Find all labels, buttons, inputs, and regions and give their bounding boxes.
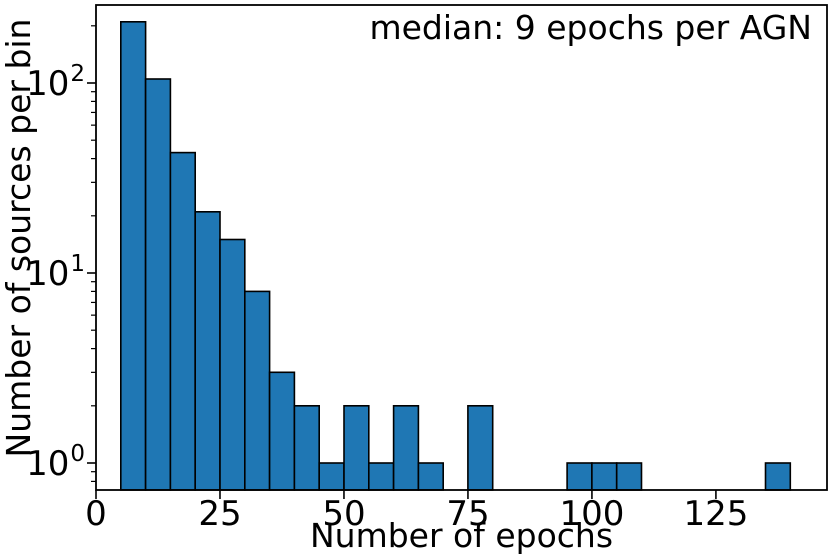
histogram-bar xyxy=(467,404,494,491)
x-tick-label: 125 xyxy=(683,494,748,534)
x-tick-label: 75 xyxy=(446,494,489,534)
x-tick-label: 0 xyxy=(85,494,107,534)
x-axis-label: Number of epochs xyxy=(309,516,614,555)
histogram-bar xyxy=(615,462,643,491)
histogram-bar xyxy=(144,78,172,491)
histogram-bar xyxy=(219,238,246,491)
x-tick-label: 25 xyxy=(198,494,241,534)
histogram-bar xyxy=(244,290,271,491)
x-tick-label: 50 xyxy=(322,494,365,534)
histogram-bar xyxy=(318,462,345,491)
histogram-bar xyxy=(194,211,221,491)
x-tick-label: 100 xyxy=(559,494,624,534)
histogram-bar xyxy=(591,462,618,491)
histogram-bar xyxy=(367,462,395,491)
histogram-bar xyxy=(764,462,792,491)
histogram-bar xyxy=(169,151,196,491)
histogram-bar xyxy=(120,20,147,491)
histogram-bar xyxy=(392,404,420,491)
y-axis-label: Number of sources per bin xyxy=(0,18,38,458)
plot-frame xyxy=(95,4,828,491)
histogram-bar xyxy=(268,371,296,491)
median-annotation: median: 9 epochs per AGN xyxy=(369,8,812,47)
histogram-bar xyxy=(566,462,593,491)
histogram-bar xyxy=(417,462,444,491)
histogram-bar xyxy=(343,404,370,491)
histogram-bar xyxy=(293,404,320,491)
